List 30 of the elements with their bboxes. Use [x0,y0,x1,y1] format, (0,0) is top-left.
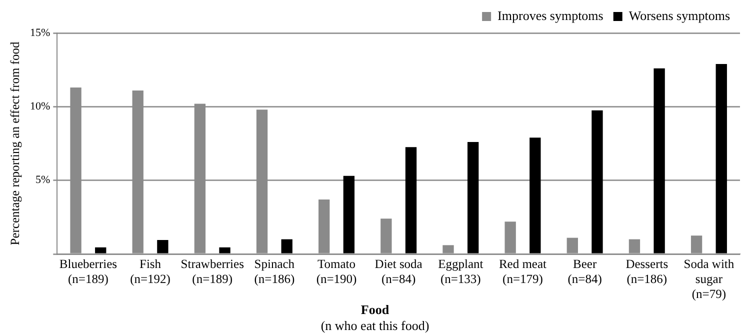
bar [467,142,479,254]
text: (n who eat this food) [320,318,430,334]
bar [654,68,665,254]
x-tick-label: Blueberries (n=189) [59,256,118,286]
y-tick-label: 5% [35,174,50,186]
bar [281,239,292,254]
legend-label: Improves symptoms [498,8,604,23]
bar [530,138,541,254]
legend-label: Worsens symptoms [628,8,730,23]
y-tick-label: 15% [30,26,50,39]
x-tick-label: Eggplant (n=133) [438,256,484,286]
x-tick-label: Spinach (n=186) [254,256,296,286]
x-tick-label: Fish (n=192) [130,256,170,286]
bar [716,64,727,254]
bar [219,247,230,254]
bar [95,247,106,254]
bar [157,240,168,254]
x-tick-label: Diet soda (n=84) [374,256,423,286]
bar [592,110,603,254]
y-tick-label: 10% [30,100,50,113]
x-tick-label: Strawberries (n=189) [180,256,244,286]
x-tick-label: Tomato (n=190) [316,256,357,286]
x-tick-label: Desserts (n=186) [626,256,668,286]
x-tick-label: Red meat (n=179) [498,256,548,286]
bar [343,176,355,254]
y-axis-title: Percentage reporting an effect from food [8,41,22,246]
x-tick-label: Beer (n=84) [568,256,602,286]
x-axis-title: Food [360,302,390,318]
x-tick-label: Soda with sugar (n=79) [684,256,735,301]
bar [405,147,417,254]
